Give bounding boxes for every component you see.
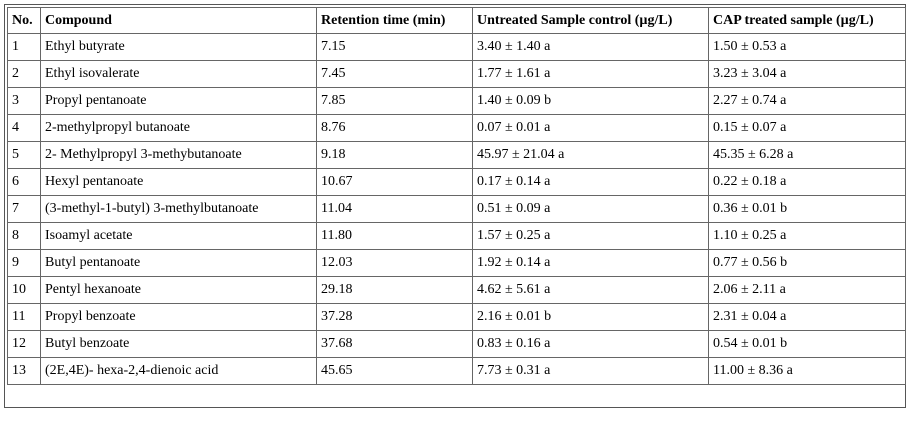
table-row: 11 Propyl benzoate 37.28 2.16 ± 0.01 b 2.31 … xyxy=(7,303,906,331)
table-cell: 8 xyxy=(7,222,41,250)
table-cell: 2.31 ± 0.04 a xyxy=(708,303,906,331)
table-cell: 37.68 xyxy=(316,330,473,358)
table-cell: 9 xyxy=(7,249,41,277)
data-table: No. Compound Retention time (min) Untreated… xyxy=(7,7,906,385)
table-cell: 1 xyxy=(7,33,41,61)
table-cell: Pentyl hexanoate xyxy=(40,276,317,304)
table-cell: 7.15 xyxy=(316,33,473,61)
table-cell: 1.10 ± 0.25 a xyxy=(708,222,906,250)
table-cell: 4.62 ± 5.61 a xyxy=(472,276,709,304)
header-cell: Untreated Sample control (µg/L) xyxy=(472,7,709,34)
table-cell: (2E,4E)- hexa-2,4-dienoic acid xyxy=(40,357,317,385)
table-cell: Propyl pentanoate xyxy=(40,87,317,115)
table-cell: 11 xyxy=(7,303,41,331)
table-cell: 29.18 xyxy=(316,276,473,304)
table-row: 10 Pentyl hexanoate 29.18 4.62 ± 5.61 a 2.06… xyxy=(7,276,906,304)
table-frame: No. Compound Retention time (min) Untreated… xyxy=(4,4,906,408)
table-cell: 0.17 ± 0.14 a xyxy=(472,168,709,196)
table-cell: 2 xyxy=(7,60,41,88)
table-cell: 3.23 ± 3.04 a xyxy=(708,60,906,88)
table-cell: 0.77 ± 0.56 b xyxy=(708,249,906,277)
table-cell: 11.80 xyxy=(316,222,473,250)
table-cell: 1.40 ± 0.09 b xyxy=(472,87,709,115)
table-cell: 7.45 xyxy=(316,60,473,88)
table-cell: 0.51 ± 0.09 a xyxy=(472,195,709,223)
table-cell: 2.27 ± 0.74 a xyxy=(708,87,906,115)
table-cell: 7.73 ± 0.31 a xyxy=(472,357,709,385)
table-cell: Butyl pentanoate xyxy=(40,249,317,277)
table-row: 9 Butyl pentanoate 12.03 1.92 ± 0.14 a 0.77 … xyxy=(7,249,906,277)
table-cell: Butyl benzoate xyxy=(40,330,317,358)
table-cell: 12 xyxy=(7,330,41,358)
table-cell: 2- Methylpropyl 3-methybutanoate xyxy=(40,141,317,169)
table-cell: 2.06 ± 2.11 a xyxy=(708,276,906,304)
table-cell: 4 xyxy=(7,114,41,142)
table-cell: Isoamyl acetate xyxy=(40,222,317,250)
table-row: 4 2-methylpropyl butanoate 8.76 0.07 ± 0.01… xyxy=(7,114,906,142)
table-row: 12 Butyl benzoate 37.68 0.83 ± 0.16 a 0.54 ±… xyxy=(7,330,906,358)
table-cell: 11.00 ± 8.36 a xyxy=(708,357,906,385)
table-cell: 11.04 xyxy=(316,195,473,223)
table-cell: 0.07 ± 0.01 a xyxy=(472,114,709,142)
table-cell: 1.50 ± 0.53 a xyxy=(708,33,906,61)
table-cell: 10 xyxy=(7,276,41,304)
table-cell: (3-methyl-1-butyl) 3-methylbutanoate xyxy=(40,195,317,223)
table-cell: 8.76 xyxy=(316,114,473,142)
table-cell: Hexyl pentanoate xyxy=(40,168,317,196)
table-cell: 13 xyxy=(7,357,41,385)
table-row: 8 Isoamyl acetate 11.80 1.57 ± 0.25 a 1.10 ±… xyxy=(7,222,906,250)
table-cell: 6 xyxy=(7,168,41,196)
table-cell: Propyl benzoate xyxy=(40,303,317,331)
header-cell: CAP treated sample (µg/L) xyxy=(708,7,906,34)
table-row: 7 (3-methyl-1-butyl) 3-methylbutanoate 11.… xyxy=(7,195,906,223)
table-cell: 3.40 ± 1.40 a xyxy=(472,33,709,61)
table-cell: 37.28 xyxy=(316,303,473,331)
table-row: 3 Propyl pentanoate 7.85 1.40 ± 0.09 b 2.27 … xyxy=(7,87,906,115)
table-cell: 7.85 xyxy=(316,87,473,115)
table-cell: Ethyl isovalerate xyxy=(40,60,317,88)
table-cell: 0.36 ± 0.01 b xyxy=(708,195,906,223)
table-row: 1 Ethyl butyrate 7.15 3.40 ± 1.40 a 1.50 ± 0… xyxy=(7,33,906,61)
table-cell: 2-methylpropyl butanoate xyxy=(40,114,317,142)
table-cell: 12.03 xyxy=(316,249,473,277)
table-cell: 7 xyxy=(7,195,41,223)
header-cell: Compound xyxy=(40,7,317,34)
table-row: 6 Hexyl pentanoate 10.67 0.17 ± 0.14 a 0.22 … xyxy=(7,168,906,196)
table-row: 2 Ethyl isovalerate 7.45 1.77 ± 1.61 a 3.23 … xyxy=(7,60,906,88)
table-cell: 1.77 ± 1.61 a xyxy=(472,60,709,88)
table-cell: 5 xyxy=(7,141,41,169)
table-cell: 1.57 ± 0.25 a xyxy=(472,222,709,250)
table-cell: 10.67 xyxy=(316,168,473,196)
table-cell: 2.16 ± 0.01 b xyxy=(472,303,709,331)
table-cell: 3 xyxy=(7,87,41,115)
table-body: 1 Ethyl butyrate 7.15 3.40 ± 1.40 a 1.50 ± 0… xyxy=(7,33,906,385)
header-cell: Retention time (min) xyxy=(316,7,473,34)
table-cell: 0.54 ± 0.01 b xyxy=(708,330,906,358)
header-row: No. Compound Retention time (min) Untreated… xyxy=(7,7,906,34)
table-cell: 45.35 ± 6.28 a xyxy=(708,141,906,169)
table-row: 5 2- Methylpropyl 3-methybutanoate 9.18 45.… xyxy=(7,141,906,169)
table-cell: 45.97 ± 21.04 a xyxy=(472,141,709,169)
table-row: 13 (2E,4E)- hexa-2,4-dienoic acid 45.65 7.7… xyxy=(7,357,906,385)
table-cell: 0.83 ± 0.16 a xyxy=(472,330,709,358)
header-cell: No. xyxy=(7,7,41,34)
table-cell: Ethyl butyrate xyxy=(40,33,317,61)
table-cell: 0.22 ± 0.18 a xyxy=(708,168,906,196)
table-cell: 45.65 xyxy=(316,357,473,385)
table-cell: 9.18 xyxy=(316,141,473,169)
table-cell: 0.15 ± 0.07 a xyxy=(708,114,906,142)
table-cell: 1.92 ± 0.14 a xyxy=(472,249,709,277)
